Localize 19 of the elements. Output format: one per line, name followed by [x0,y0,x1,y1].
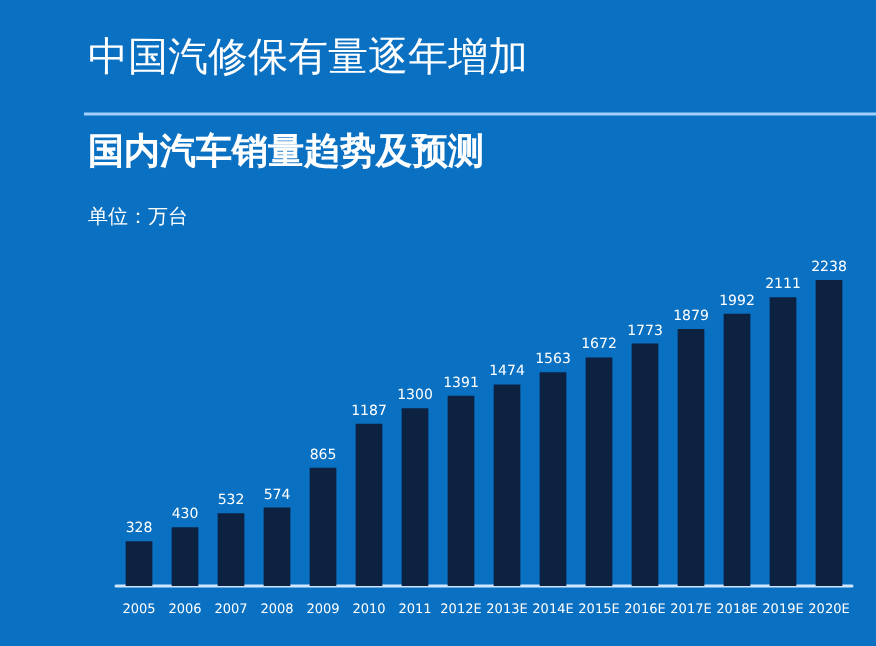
bar [171,527,199,586]
bar [125,541,153,586]
bar [815,280,843,586]
bar [585,357,613,586]
bar [723,313,751,586]
bar [217,513,245,586]
bar [677,329,705,586]
chart-subtitle: 国内汽车销量趋势及预测 [88,131,484,173]
bar [401,408,429,586]
bar [447,395,475,586]
text: 单位：万台 [88,205,188,229]
bar [539,372,567,586]
bar [631,343,659,586]
bar [355,423,383,586]
bar [263,507,291,586]
chart-title: 中国汽修保有量逐年增加 [88,32,528,80]
bar [493,384,521,586]
bar [309,467,337,586]
bar [769,297,797,586]
